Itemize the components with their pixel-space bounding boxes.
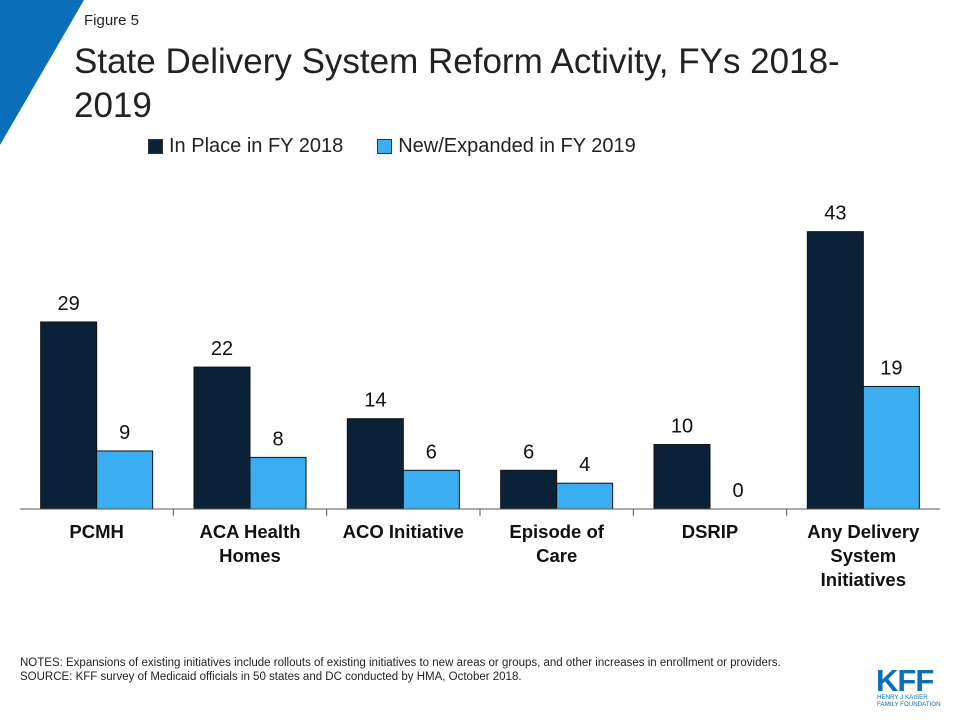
data-label-new-expanded-5: 19	[880, 357, 902, 379]
data-label-in-place-1: 22	[211, 338, 233, 360]
logo-line2: FAMILY FOUNDATION	[877, 701, 941, 708]
bar-new-expanded-2	[402, 469, 460, 510]
data-label-in-place-2: 14	[364, 390, 386, 412]
category-label-1-1: Homes	[219, 545, 281, 566]
corner-accent-triangle	[0, 0, 84, 145]
legend-swatch-new-expanded	[377, 138, 393, 154]
kff-logo: KFF HENRY J KAISER FAMILY FOUNDATION	[876, 663, 941, 708]
bar-new-expanded-1	[249, 456, 307, 510]
data-label-in-place-3: 6	[523, 441, 534, 463]
bar-in-place-4	[653, 444, 711, 510]
category-label-5-0: Any Delivery	[807, 521, 920, 542]
chart-title: State Delivery System Reform Activity, F…	[74, 42, 840, 125]
notes-text: NOTES: Expansions of existing initiative…	[20, 657, 781, 669]
bar-in-place-2	[346, 418, 404, 510]
data-label-in-place-0: 29	[58, 293, 80, 315]
category-label-1-0: ACA Health	[199, 521, 300, 542]
category-label-3-0: Episode of	[509, 521, 604, 542]
bar-new-expanded-0	[96, 450, 154, 510]
source-text: SOURCE: KFF survey of Medicaid officials…	[20, 671, 522, 683]
bar-in-place-0	[40, 321, 98, 510]
bar-new-expanded-3	[556, 482, 614, 510]
figure-label: Figure 5	[84, 12, 140, 29]
legend-swatch-in-place	[148, 138, 163, 154]
category-label-3-1: Care	[536, 545, 577, 566]
legend-item-in-place: In Place in FY 2018	[148, 135, 343, 158]
data-label-new-expanded-3: 4	[579, 454, 590, 476]
data-label-new-expanded-1: 8	[272, 428, 283, 450]
bar-in-place-3	[500, 469, 558, 510]
category-label-2-0: ACO Initiative	[343, 521, 464, 542]
legend-label-in-place: In Place in FY 2018	[169, 134, 344, 157]
data-label-in-place-5: 43	[824, 203, 846, 225]
category-label-0-0: PCMH	[69, 521, 123, 542]
bar-in-place-5	[806, 231, 864, 510]
data-label-new-expanded-0: 9	[119, 422, 130, 444]
category-label-4-0: DSRIP	[682, 521, 739, 542]
bar-new-expanded-5	[862, 385, 920, 510]
legend-item-new-expanded: New/Expanded in FY 2019	[377, 135, 636, 158]
notes-block: NOTES: Expansions of existing initiative…	[20, 656, 840, 684]
data-label-in-place-4: 10	[671, 416, 693, 438]
legend: In Place in FY 2018 New/Expanded in FY 2…	[148, 134, 670, 158]
legend-label-new-expanded: New/Expanded in FY 2019	[398, 134, 636, 157]
category-label-5-2: Initiatives	[821, 569, 906, 590]
bar-in-place-1	[193, 366, 251, 510]
category-label-5-1: System	[830, 545, 896, 566]
logo-line1: HENRY J KAISER	[877, 694, 928, 701]
data-label-new-expanded-4: 0	[732, 480, 743, 502]
logo-wordmark: KFF	[876, 663, 933, 698]
bar-chart: 29 9 PCMH 22 8 ACA Health Homes 14 6 ACO Initiati…	[20, 203, 940, 590]
data-label-new-expanded-2: 6	[426, 441, 437, 463]
